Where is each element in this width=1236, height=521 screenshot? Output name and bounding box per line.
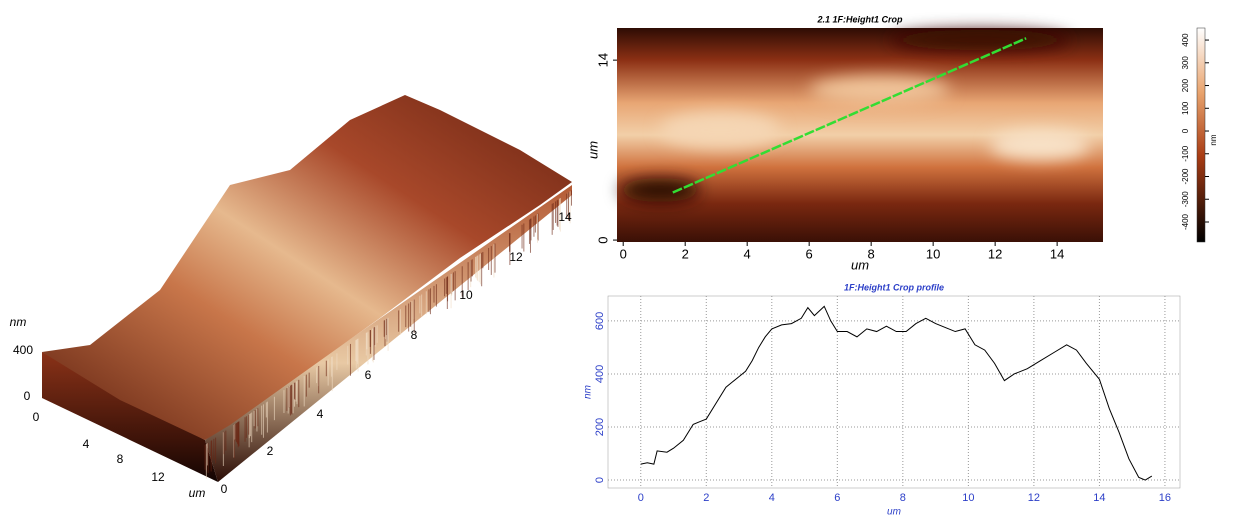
surface-3d <box>42 95 572 482</box>
colorbar-tick-label: 200 <box>1181 78 1190 92</box>
y-tick-label: 2 <box>267 444 274 458</box>
x-tick-label: 2 <box>703 492 709 504</box>
colorbar-tick-label: 300 <box>1181 56 1190 70</box>
colorbar-tick-label: -100 <box>1181 145 1190 162</box>
x-tick-label: 8 <box>900 492 906 504</box>
x-tick-label: 12 <box>151 470 165 484</box>
y-tick-label: 200 <box>594 418 606 436</box>
screenshot: 04812024681012140400nmum2.1 1F:Height1 C… <box>0 0 1236 521</box>
x-axis-label: um <box>851 257 869 272</box>
colorbar-tick-label: -200 <box>1181 168 1190 185</box>
colorbar-tick-label: -300 <box>1181 191 1190 208</box>
x-tick-label: 16 <box>1159 492 1171 504</box>
x-tick-label: 12 <box>1028 492 1040 504</box>
y-tick-label: 600 <box>594 312 606 330</box>
x-tick-label: 14 <box>1093 492 1105 504</box>
x-tick-label: 10 <box>926 246 940 261</box>
y-tick-label: 6 <box>365 368 372 382</box>
y-tick-label: 10 <box>459 288 473 302</box>
chart-title: 1F:Height1 Crop profile <box>844 282 944 292</box>
x-tick-label: 4 <box>769 492 775 504</box>
colorbar-tick-label: -400 <box>1181 213 1190 230</box>
colorbar-label: nm <box>1209 134 1218 145</box>
y-tick-label: 12 <box>509 250 523 264</box>
y-tick-label: 0 <box>594 477 606 483</box>
colorbar-tick-label: 100 <box>1181 101 1190 115</box>
x-tick-label: 10 <box>962 492 974 504</box>
x-tick-label: 2 <box>682 246 689 261</box>
x-axis-label: um <box>887 507 901 518</box>
colorbar <box>1197 28 1205 242</box>
chart-title: 2.1 1F:Height1 Crop <box>816 14 903 24</box>
y-tick-label: 14 <box>595 53 610 67</box>
x-tick-label: 14 <box>1050 246 1064 261</box>
z-tick-label: 0 <box>24 389 31 403</box>
y-tick-label: 4 <box>317 407 324 421</box>
y-tick-label: 8 <box>411 328 418 342</box>
x-tick-label: 4 <box>744 246 751 261</box>
x-tick-label: 6 <box>806 246 813 261</box>
x-tick-label: 0 <box>33 410 40 424</box>
x-tick-label: 6 <box>834 492 840 504</box>
x-tick-label: 0 <box>620 246 627 261</box>
profile-plot-area <box>608 296 1180 488</box>
height-map <box>617 28 1205 242</box>
colorbar-tick-label: 400 <box>1181 33 1190 47</box>
y-tick-label: 0 <box>595 236 610 243</box>
z-axis-label: nm <box>10 315 27 329</box>
z-tick-label: 400 <box>13 343 33 357</box>
x-tick-label: 4 <box>83 437 90 451</box>
colorbar-tick-label: 0 <box>1181 128 1190 133</box>
profile-curve <box>641 306 1152 480</box>
y-tick-label: 14 <box>558 210 572 224</box>
x-axis-label: um <box>189 486 206 500</box>
y-axis-label: nm <box>583 385 594 399</box>
x-tick-label: 12 <box>988 246 1002 261</box>
y-tick-label: 400 <box>594 365 606 383</box>
x-tick-label: 0 <box>638 492 644 504</box>
y-tick-label: 0 <box>221 482 228 496</box>
x-tick-label: 8 <box>117 452 124 466</box>
y-axis-label: um <box>585 141 600 159</box>
